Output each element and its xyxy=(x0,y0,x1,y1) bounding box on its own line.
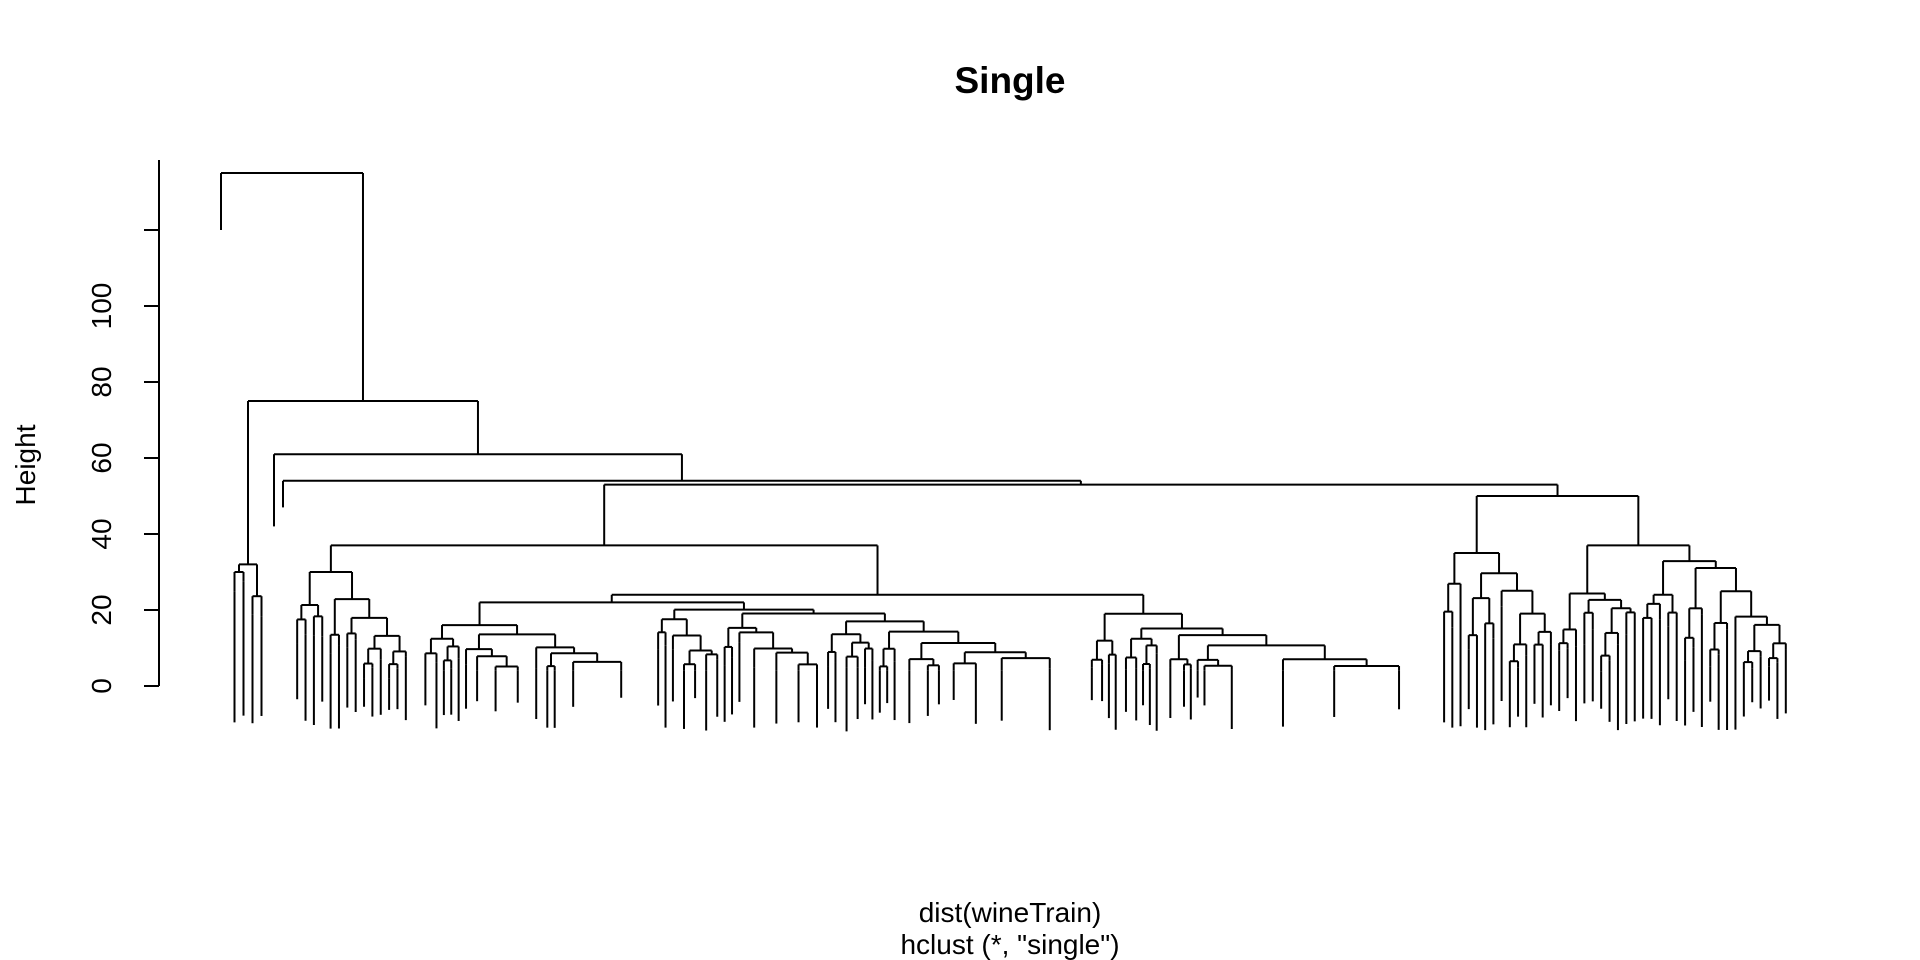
y-tick-label: 100 xyxy=(86,283,117,330)
y-axis-label: Height xyxy=(10,424,41,505)
y-axis: 0 20 40 60 80 100 xyxy=(86,160,160,694)
x-axis-label: dist(wineTrain) xyxy=(919,897,1102,928)
chart-title: Single xyxy=(954,60,1065,101)
subtitle: hclust (*, "single") xyxy=(900,929,1119,960)
y-tick-label: 60 xyxy=(86,442,117,473)
y-tick-label: 0 xyxy=(86,678,117,694)
y-tick-label: 80 xyxy=(86,366,117,397)
y-tick-label: 20 xyxy=(86,594,117,625)
y-tick-label: 40 xyxy=(86,518,117,549)
dendrogram-tree xyxy=(220,172,1787,732)
